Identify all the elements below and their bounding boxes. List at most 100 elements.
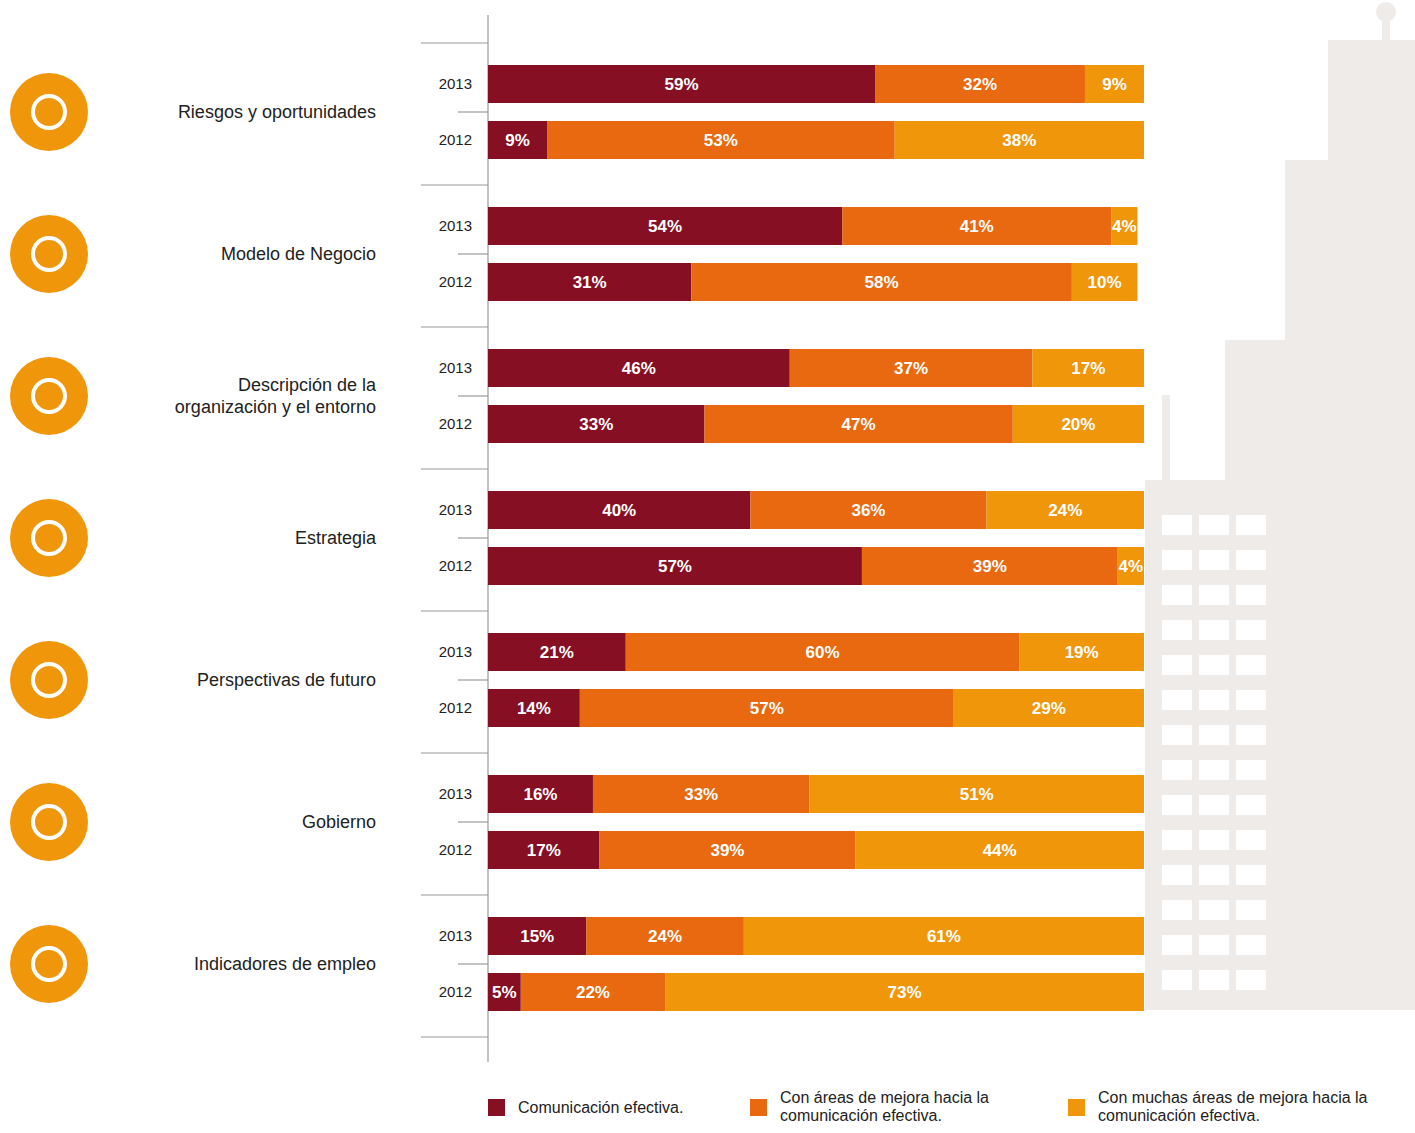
group-icon	[10, 925, 88, 1003]
category-tick-label: 2013	[439, 785, 472, 802]
bar-segment	[488, 831, 600, 869]
category-tick-label: 2013	[439, 359, 472, 376]
building-decoration	[1145, 2, 1415, 1010]
group-separator	[421, 326, 488, 327]
category-tick-label: 2013	[439, 75, 472, 92]
text-line: Con áreas de mejora hacia la	[780, 1089, 989, 1106]
data-label: 39%	[973, 557, 1007, 576]
chart: 59%32%9%9%53%38%54%41%4%31%58%10%46%37%1…	[0, 0, 1415, 1133]
building-window	[1199, 690, 1229, 710]
category-tick-label: 2013	[439, 927, 472, 944]
building-window	[1199, 935, 1229, 955]
building-window	[1199, 550, 1229, 570]
group-label: Riesgos y oportunidades	[178, 102, 376, 122]
data-label: 39%	[710, 841, 744, 860]
bar-segment	[488, 547, 862, 585]
data-label: 10%	[1088, 273, 1122, 292]
bar-segment	[1013, 405, 1144, 443]
group-separator	[421, 752, 488, 753]
group-separator	[421, 184, 488, 185]
building-antenna	[1376, 2, 1396, 22]
bar-segment	[488, 689, 580, 727]
data-label: 40%	[602, 501, 636, 520]
building-window	[1199, 900, 1229, 920]
axis	[421, 15, 488, 1062]
text-line: Estrategia	[295, 528, 377, 548]
bar-segment	[586, 917, 743, 955]
group-icon-glyph	[33, 806, 65, 838]
text-line: Descripción de la	[238, 375, 377, 395]
building-antenna	[1162, 395, 1170, 485]
bar-segment	[488, 775, 593, 813]
text-line: Con muchas áreas de mejora hacia la	[1098, 1089, 1368, 1106]
building-window	[1236, 970, 1266, 990]
row-separator	[458, 821, 488, 822]
bar-segment	[691, 263, 1071, 301]
text-line: organización y el entorno	[175, 397, 376, 417]
row-separator	[458, 253, 488, 254]
data-label: 41%	[960, 217, 994, 236]
data-label: 47%	[842, 415, 876, 434]
building-window	[1162, 970, 1192, 990]
text-line: Indicadores de empleo	[194, 954, 376, 974]
building-window	[1199, 585, 1229, 605]
building-window	[1199, 830, 1229, 850]
row-separator	[458, 679, 488, 680]
data-label: 29%	[1032, 699, 1066, 718]
building-window	[1236, 655, 1266, 675]
data-label: 38%	[1002, 131, 1036, 150]
group-icon-glyph	[33, 380, 65, 412]
building-window	[1236, 935, 1266, 955]
group-label: Descripción de laorganización y el entor…	[175, 375, 377, 417]
data-label: 9%	[1102, 75, 1127, 94]
bar-segment	[488, 263, 691, 301]
building-window	[1162, 620, 1192, 640]
group-separator	[421, 468, 488, 469]
bar-segment	[488, 405, 704, 443]
bar-segment	[521, 973, 665, 1011]
data-label: 14%	[517, 699, 551, 718]
bar-segment	[1072, 263, 1138, 301]
bar-segment	[842, 207, 1111, 245]
building-window	[1236, 515, 1266, 535]
group-icon-glyph	[33, 238, 65, 270]
data-label: 16%	[523, 785, 557, 804]
building-window	[1162, 515, 1192, 535]
building-window	[1199, 655, 1229, 675]
group-icon	[10, 357, 88, 435]
data-label: 37%	[894, 359, 928, 378]
group-icon-glyph	[33, 948, 65, 980]
building-windows	[1162, 515, 1266, 990]
bar-segment	[665, 973, 1144, 1011]
bar-segment	[1019, 633, 1144, 671]
bar-segment	[704, 405, 1012, 443]
building-window	[1162, 760, 1192, 780]
building-window	[1162, 795, 1192, 815]
group-icon-glyph	[33, 96, 65, 128]
group-separator	[421, 42, 488, 43]
data-label: 57%	[750, 699, 784, 718]
data-label: 5%	[492, 983, 517, 1002]
legend-swatch	[1068, 1099, 1085, 1116]
building-window	[1236, 585, 1266, 605]
bar-segment	[488, 633, 626, 671]
category-tick-label: 2012	[439, 131, 472, 148]
bar-segment	[1032, 349, 1144, 387]
building-window	[1162, 550, 1192, 570]
building-window	[1236, 725, 1266, 745]
bar-segment	[488, 973, 521, 1011]
bar-segment	[875, 65, 1085, 103]
building-window	[1162, 830, 1192, 850]
text-line: Perspectivas de futuro	[197, 670, 376, 690]
data-label: 17%	[1071, 359, 1105, 378]
group-separator	[421, 610, 488, 611]
group-icon	[10, 783, 88, 861]
data-label: 36%	[851, 501, 885, 520]
data-label: 19%	[1065, 643, 1099, 662]
building-window	[1162, 725, 1192, 745]
text-line: comunicación efectiva.	[1098, 1107, 1260, 1124]
data-label: 58%	[865, 273, 899, 292]
data-label: 31%	[573, 273, 607, 292]
building-block	[1328, 40, 1415, 170]
bar-segment	[600, 831, 856, 869]
